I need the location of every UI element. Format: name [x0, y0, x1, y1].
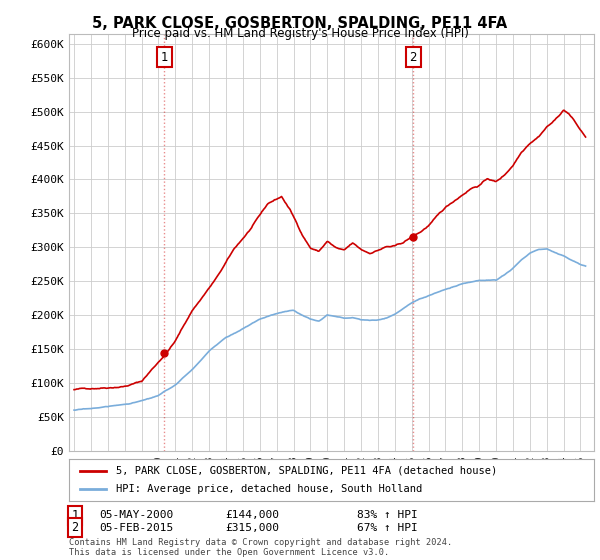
Text: 5, PARK CLOSE, GOSBERTON, SPALDING, PE11 4FA (detached house): 5, PARK CLOSE, GOSBERTON, SPALDING, PE11…: [116, 466, 497, 476]
Text: 1: 1: [71, 508, 79, 522]
Text: £144,000: £144,000: [225, 510, 279, 520]
Text: HPI: Average price, detached house, South Holland: HPI: Average price, detached house, Sout…: [116, 484, 422, 494]
Text: 5, PARK CLOSE, GOSBERTON, SPALDING, PE11 4FA: 5, PARK CLOSE, GOSBERTON, SPALDING, PE11…: [92, 16, 508, 31]
Text: 67% ↑ HPI: 67% ↑ HPI: [357, 522, 418, 533]
Text: 2: 2: [410, 50, 417, 63]
Text: 05-FEB-2015: 05-FEB-2015: [99, 522, 173, 533]
Text: Price paid vs. HM Land Registry's House Price Index (HPI): Price paid vs. HM Land Registry's House …: [131, 27, 469, 40]
Text: Contains HM Land Registry data © Crown copyright and database right 2024.
This d: Contains HM Land Registry data © Crown c…: [69, 538, 452, 557]
Text: 83% ↑ HPI: 83% ↑ HPI: [357, 510, 418, 520]
Text: 05-MAY-2000: 05-MAY-2000: [99, 510, 173, 520]
Text: £315,000: £315,000: [225, 522, 279, 533]
Text: 1: 1: [161, 50, 168, 63]
Text: 2: 2: [71, 521, 79, 534]
